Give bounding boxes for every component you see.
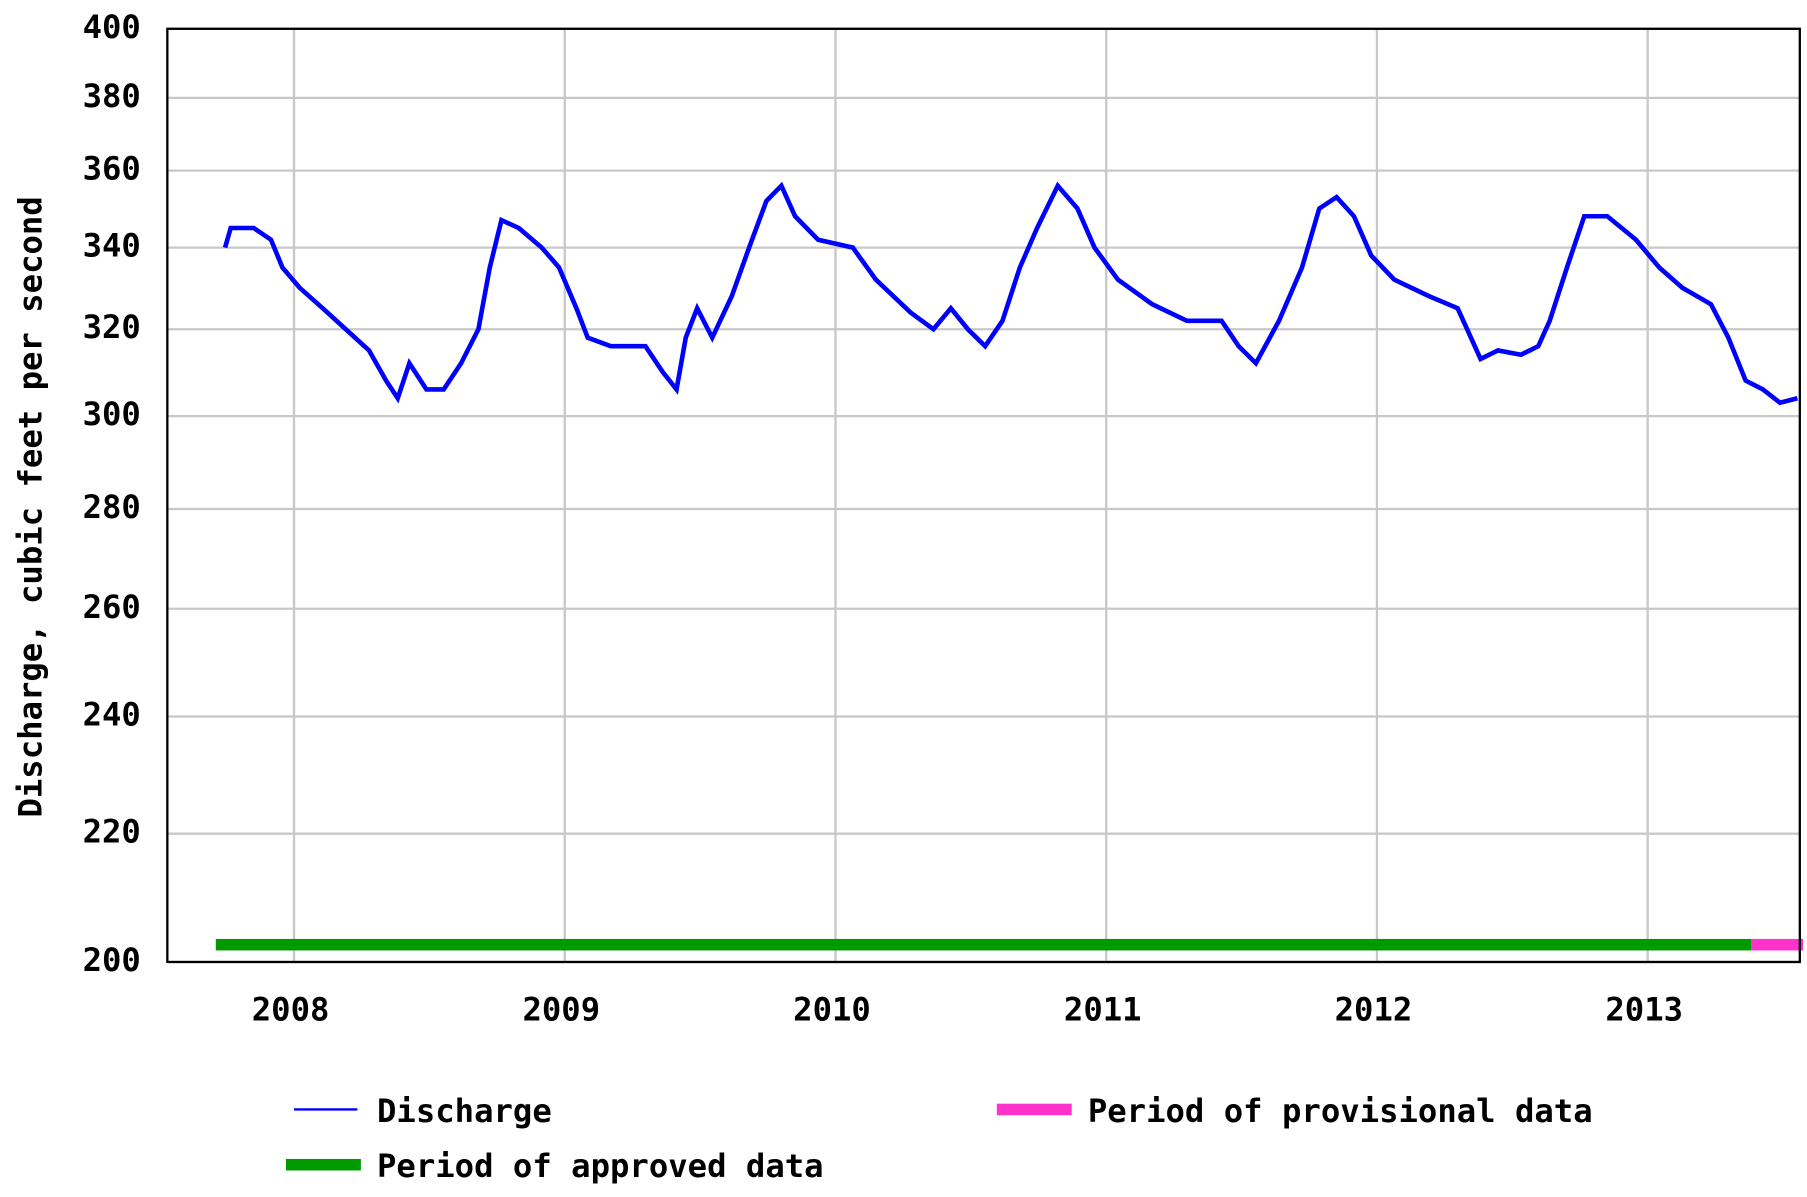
y-tick-label: 220 <box>83 813 141 851</box>
x-tick-label: 2011 <box>1064 991 1142 1029</box>
y-axis-label: Discharge, cubic feet per second <box>12 196 50 817</box>
x-tick-label: 2012 <box>1335 991 1413 1029</box>
x-tick-label: 2010 <box>793 991 871 1029</box>
y-tick-label: 260 <box>83 588 141 626</box>
y-tick-label: 320 <box>83 308 141 346</box>
x-tick-label: 2013 <box>1605 991 1683 1029</box>
x-tick-label: 2008 <box>252 991 330 1029</box>
y-tick-label: 240 <box>83 696 141 734</box>
y-tick-label: 280 <box>83 488 141 526</box>
legend-label: Period of provisional data <box>1088 1092 1593 1130</box>
period-bar <box>215 938 1752 951</box>
y-tick-label: 380 <box>83 77 141 115</box>
y-tick-label: 300 <box>83 395 141 433</box>
y-tick-label: 360 <box>83 150 141 188</box>
y-tick-label: 340 <box>83 227 141 265</box>
data-line <box>222 181 1798 406</box>
legend-label: Discharge <box>377 1092 552 1130</box>
legend-swatch <box>996 1103 1072 1116</box>
x-tick-label: 2009 <box>522 991 600 1029</box>
plot-frame <box>166 27 1801 964</box>
legend-label: Period of approved data <box>377 1147 824 1185</box>
y-tick-label: 200 <box>83 941 141 979</box>
period-bar <box>1751 938 1804 951</box>
y-tick-label: 400 <box>83 8 141 46</box>
legend-swatch <box>285 1158 361 1171</box>
